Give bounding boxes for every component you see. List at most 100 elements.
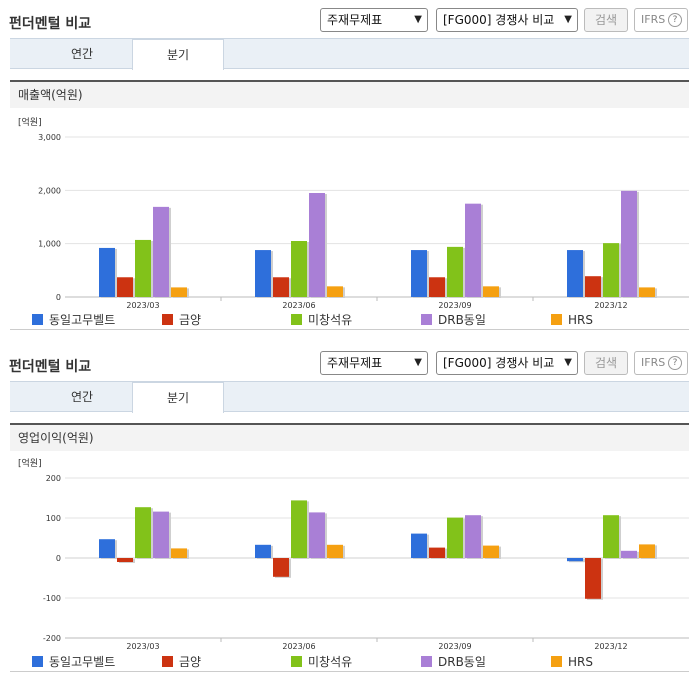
legend-label: 미창석유 bbox=[308, 313, 353, 327]
tab-annual[interactable]: 연간 bbox=[70, 47, 94, 61]
bar[interactable] bbox=[483, 286, 499, 297]
legend-item[interactable]: 동일고무벨트 bbox=[32, 654, 115, 670]
bar[interactable] bbox=[273, 277, 289, 297]
bar[interactable] bbox=[483, 545, 499, 558]
legend-swatch bbox=[32, 314, 43, 325]
tab-quarterly[interactable]: 분기 bbox=[132, 382, 224, 413]
legend-item[interactable]: 미창석유 bbox=[291, 654, 352, 670]
bar[interactable] bbox=[327, 286, 343, 297]
bar[interactable] bbox=[639, 544, 655, 558]
legend-swatch bbox=[291, 314, 302, 325]
legend-item[interactable]: 금양 bbox=[162, 654, 201, 670]
legend-item[interactable]: 동일고무벨트 bbox=[32, 312, 115, 328]
revenue-chart: [억원] 0 1,000 2,000 3,000 2023/03 2023/06 2023/0… bbox=[10, 108, 689, 308]
bar[interactable] bbox=[465, 515, 481, 558]
bar[interactable] bbox=[429, 277, 445, 297]
bar[interactable] bbox=[255, 544, 271, 558]
bar[interactable] bbox=[465, 203, 481, 297]
bar[interactable] bbox=[585, 558, 601, 599]
bar[interactable] bbox=[171, 548, 187, 558]
period-tabs: 연간 분기 bbox=[10, 381, 689, 413]
statement-type-value: 주재무제표 bbox=[327, 356, 383, 370]
bar[interactable] bbox=[567, 250, 583, 297]
chevron-down-icon: ▼ bbox=[414, 357, 422, 368]
x-tick-label: 2023/09 bbox=[438, 301, 471, 308]
legend-item[interactable]: HRS bbox=[551, 312, 593, 328]
legend-item[interactable]: HRS bbox=[551, 654, 593, 670]
question-icon: ? bbox=[668, 356, 682, 370]
bar[interactable] bbox=[273, 558, 289, 577]
question-icon: ? bbox=[668, 13, 682, 27]
legend-swatch bbox=[32, 656, 43, 667]
bar[interactable] bbox=[153, 206, 169, 297]
legend-item[interactable]: DRB동일 bbox=[421, 654, 486, 670]
legend-item[interactable]: 미창석유 bbox=[291, 312, 352, 328]
chevron-down-icon: ▼ bbox=[564, 357, 572, 368]
operating-income-chart-svg: [억원] -200 -100 0 100 200 2023/03 2023/06 2023/09… bbox=[18, 457, 689, 651]
legend-label: 미창석유 bbox=[308, 655, 353, 669]
ifrs-help-button[interactable]: IFRS? bbox=[634, 351, 688, 375]
bar[interactable] bbox=[567, 558, 583, 562]
bar[interactable] bbox=[255, 250, 271, 297]
legend-label: DRB동일 bbox=[438, 655, 486, 669]
bar[interactable] bbox=[309, 512, 325, 558]
bar[interactable] bbox=[621, 550, 637, 558]
peer-group-select[interactable]: [FG000] 경쟁사 비교 ▼ bbox=[436, 8, 578, 32]
bar[interactable] bbox=[639, 287, 655, 297]
bar[interactable] bbox=[411, 533, 427, 558]
y-tick-label: -100 bbox=[43, 594, 61, 603]
legend-item[interactable]: DRB동일 bbox=[421, 312, 486, 328]
bar[interactable] bbox=[429, 547, 445, 558]
bar[interactable] bbox=[447, 246, 463, 297]
bar[interactable] bbox=[99, 247, 115, 297]
tab-annual[interactable]: 연간 bbox=[70, 390, 94, 404]
bar[interactable] bbox=[585, 276, 601, 297]
bar[interactable] bbox=[309, 193, 325, 297]
bar[interactable] bbox=[603, 243, 619, 297]
legend-swatch bbox=[291, 656, 302, 667]
y-tick-label: 1,000 bbox=[38, 240, 61, 249]
ifrs-label: IFRS bbox=[641, 13, 666, 26]
bar[interactable] bbox=[171, 287, 187, 297]
y-unit-label: [억원] bbox=[18, 457, 42, 469]
bar[interactable] bbox=[99, 539, 115, 558]
period-tabs: 연간 분기 bbox=[10, 38, 689, 70]
x-tick-label: 2023/06 bbox=[282, 301, 315, 308]
y-tick-label: 3,000 bbox=[38, 133, 61, 142]
search-button[interactable]: 검색 bbox=[584, 8, 628, 32]
legend-item[interactable]: 금양 bbox=[162, 312, 201, 328]
search-button[interactable]: 검색 bbox=[584, 351, 628, 375]
bar[interactable] bbox=[117, 558, 133, 562]
peer-group-value: [FG000] 경쟁사 비교 bbox=[443, 13, 555, 27]
peer-group-select[interactable]: [FG000] 경쟁사 비교 ▼ bbox=[436, 351, 578, 375]
legend-swatch bbox=[551, 656, 562, 667]
bar[interactable] bbox=[327, 544, 343, 558]
chart-legend: 동일고무벨트 금양 미창석유 DRB동일 HRS bbox=[10, 652, 689, 672]
y-tick-label: 200 bbox=[46, 474, 61, 483]
metric-title: 영업이익(억원) bbox=[10, 423, 689, 451]
legend-label: 금양 bbox=[179, 313, 202, 327]
bar[interactable] bbox=[153, 511, 169, 558]
legend-label: 동일고무벨트 bbox=[49, 313, 116, 327]
bar[interactable] bbox=[621, 190, 637, 297]
bar[interactable] bbox=[603, 515, 619, 558]
bar[interactable] bbox=[291, 241, 307, 297]
statement-type-select[interactable]: 주재무제표 ▼ bbox=[320, 351, 428, 375]
y-tick-label: 0 bbox=[56, 293, 61, 302]
bar[interactable] bbox=[135, 507, 151, 558]
bar[interactable] bbox=[117, 277, 133, 297]
section-title: 펀더멘털 비교 bbox=[9, 359, 92, 375]
chevron-down-icon: ▼ bbox=[564, 14, 572, 25]
tab-quarterly[interactable]: 분기 bbox=[132, 39, 224, 70]
peer-group-value: [FG000] 경쟁사 비교 bbox=[443, 356, 555, 370]
bar[interactable] bbox=[291, 500, 307, 558]
bar[interactable] bbox=[135, 239, 151, 297]
legend-swatch bbox=[551, 314, 562, 325]
ifrs-help-button[interactable]: IFRS? bbox=[634, 8, 688, 32]
legend-label: HRS bbox=[568, 655, 593, 669]
bar[interactable] bbox=[411, 250, 427, 297]
x-tick-label: 2023/12 bbox=[594, 301, 627, 308]
ifrs-label: IFRS bbox=[641, 356, 666, 369]
bar[interactable] bbox=[447, 517, 463, 558]
statement-type-select[interactable]: 주재무제표 ▼ bbox=[320, 8, 428, 32]
